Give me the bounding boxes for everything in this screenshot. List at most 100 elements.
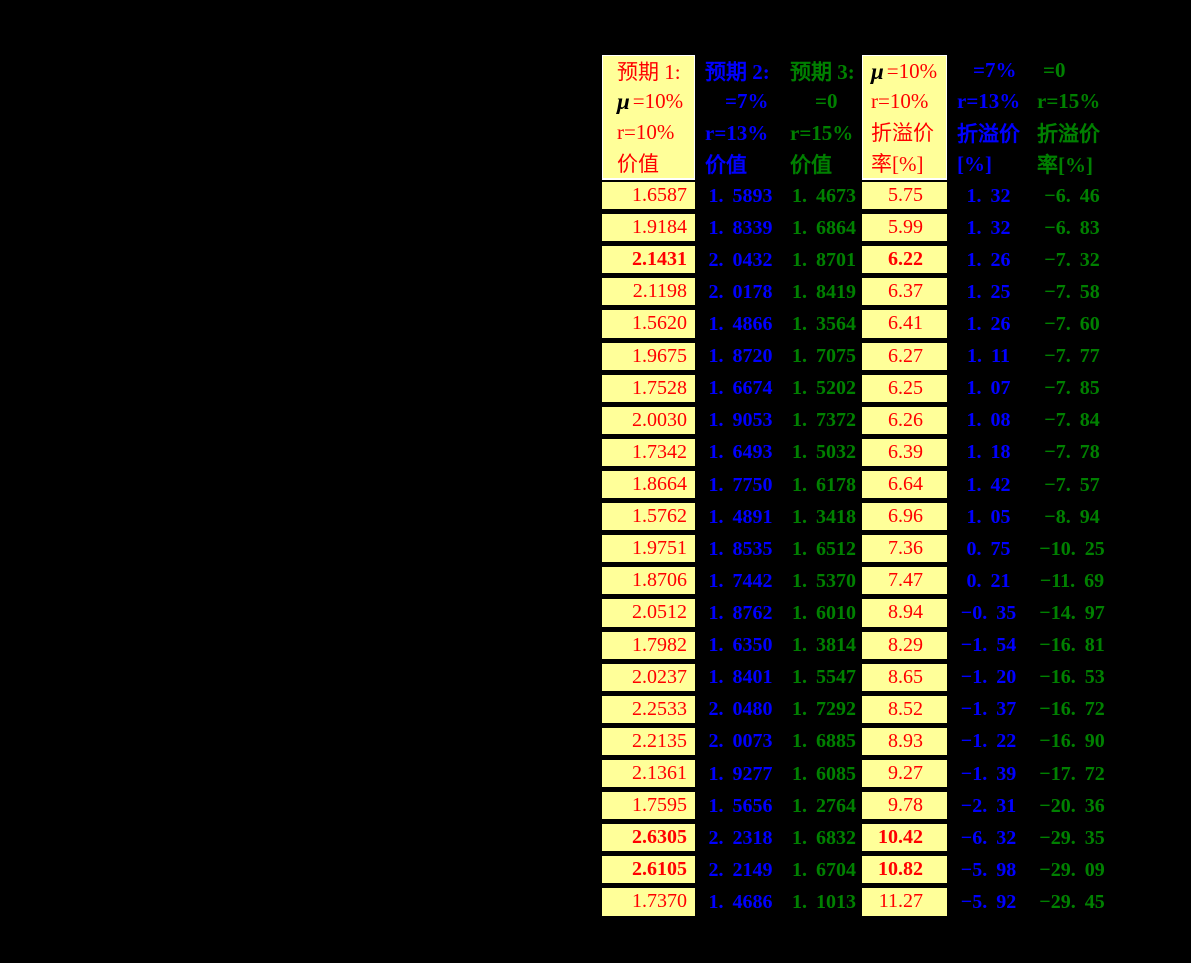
- cell-r3-expectation2-value: 2. 0432: [708, 248, 773, 271]
- cell-r2-expectation1-premium: 5.99: [862, 212, 947, 245]
- column-expectation2-premium: =7% r=13% 折溢价 [%] 1. 32 1. 32 1. 26 1. 25 1. 26 1…: [947, 55, 1030, 919]
- cell-r4-expectation3-premium: −7. 58: [1044, 280, 1100, 303]
- cell-r19-expectation2-value: 1. 9277: [708, 762, 773, 785]
- cell-r16-expectation1-value: 2.0237: [602, 661, 695, 694]
- cell-r4-expectation1-value: 2.1198: [602, 276, 695, 309]
- column-header-expectation3-value: 预期 3: =0 r=15% 价值: [786, 55, 862, 180]
- cell-r18-expectation3-value: 1. 6885: [791, 730, 856, 753]
- cell-r18-expectation2-value: 2. 0073: [708, 730, 773, 753]
- header-line: 预期 3:: [790, 59, 855, 84]
- cell-r3-expectation3-value: 1. 8701: [791, 248, 856, 271]
- header-line: 价值: [617, 151, 659, 176]
- mu-symbol: μ: [617, 89, 630, 115]
- cell-r8-expectation2-premium: 1. 08: [966, 409, 1011, 432]
- header-line: 折溢价: [871, 121, 934, 146]
- cell-r14-expectation1-value: 2.0512: [602, 597, 695, 630]
- cell-r8-expectation1-value: 2.0030: [602, 404, 695, 437]
- cell-r10-expectation2-premium: 1. 42: [966, 473, 1011, 496]
- cell-r20-expectation2-value: 1. 5656: [708, 794, 773, 817]
- header-line: r=13%: [705, 120, 769, 145]
- cell-r7-expectation3-premium: −7. 85: [1044, 377, 1100, 400]
- cell-r11-expectation3-premium: −8. 94: [1044, 505, 1100, 528]
- column-header-expectation1-premium: μ =10% r=10% 折溢价 率[%]: [862, 55, 947, 180]
- header-line: μ =10%: [617, 89, 684, 115]
- cell-r17-expectation2-premium: −1. 37: [960, 698, 1017, 721]
- header-line: r=10%: [871, 89, 929, 114]
- premium-discount-table: 预期 1: μ =10% r=10% 价值 1.6587 1.9184 2.1431 2.119…: [602, 55, 1114, 919]
- cell-r2-expectation3-premium: −6. 83: [1044, 216, 1100, 239]
- cell-r18-expectation3-premium: −16. 90: [1039, 730, 1105, 753]
- cell-r19-expectation1-value: 2.1361: [602, 757, 695, 791]
- cell-r5-expectation3-premium: −7. 60: [1044, 312, 1100, 335]
- cell-r9-expectation3-premium: −7. 78: [1044, 441, 1100, 464]
- cell-r8-expectation2-value: 1. 9053: [708, 409, 773, 432]
- cell-r15-expectation3-premium: −16. 81: [1039, 634, 1105, 657]
- column-expectation3-premium: =0 r=15% 折溢价 率[%] −6. 46 −6. 83 −7. 32 −7. 58 −7…: [1030, 55, 1114, 919]
- cell-r15-expectation1-premium: 8.29: [862, 629, 947, 662]
- cell-r21-expectation2-value: 2. 2318: [708, 826, 773, 849]
- header-line: r=15%: [790, 120, 854, 145]
- cell-r1-expectation3-value: 1. 4673: [791, 184, 856, 207]
- cell-r10-expectation2-value: 1. 7750: [708, 473, 773, 496]
- cell-r12-expectation2-value: 1. 8535: [708, 537, 773, 560]
- cell-r8-expectation3-value: 1. 7372: [791, 409, 856, 432]
- cell-r21-expectation3-premium: −29. 35: [1039, 826, 1105, 849]
- cell-r3-expectation2-premium: 1. 26: [966, 248, 1011, 271]
- column-header-expectation3-premium: =0 r=15% 折溢价 率[%]: [1030, 55, 1114, 180]
- cell-r5-expectation2-value: 1. 4866: [708, 312, 773, 335]
- cell-r23-expectation3-premium: −29. 45: [1039, 890, 1105, 913]
- cell-r7-expectation1-premium: 6.25: [862, 372, 947, 405]
- cell-r7-expectation2-value: 1. 6674: [708, 377, 773, 400]
- cell-r18-expectation1-premium: 8.93: [862, 725, 947, 758]
- cell-r21-expectation1-premium: 10.42: [862, 822, 947, 855]
- column-header-expectation1-value: 预期 1: μ =10% r=10% 价值: [602, 55, 695, 180]
- cell-r17-expectation3-value: 1. 7292: [791, 698, 856, 721]
- cell-r22-expectation1-value: 2.6105: [602, 854, 695, 887]
- cell-r6-expectation3-premium: −7. 77: [1044, 345, 1100, 368]
- cell-r2-expectation2-premium: 1. 32: [966, 216, 1011, 239]
- column-header-expectation2-premium: =7% r=13% 折溢价 [%]: [947, 55, 1030, 180]
- cell-r6-expectation3-value: 1. 7075: [791, 345, 856, 368]
- cell-r10-expectation3-premium: −7. 57: [1044, 473, 1100, 496]
- cell-r1-expectation2-value: 1. 5893: [708, 184, 773, 207]
- column-expectation1-value: 预期 1: μ =10% r=10% 价值 1.6587 1.9184 2.1431 2.119…: [602, 55, 695, 919]
- header-line: =7%: [973, 58, 1017, 83]
- cell-r14-expectation2-value: 1. 8762: [708, 601, 773, 624]
- cell-r16-expectation1-premium: 8.65: [862, 661, 947, 694]
- cell-r16-expectation3-premium: −16. 53: [1039, 666, 1105, 689]
- cell-r4-expectation2-value: 2. 0178: [708, 280, 773, 303]
- cell-r6-expectation1-premium: 6.27: [862, 340, 947, 373]
- cell-r1-expectation1-value: 1.6587: [602, 180, 695, 213]
- cell-r20-expectation3-premium: −20. 36: [1039, 794, 1105, 817]
- cell-r22-expectation2-value: 2. 2149: [708, 858, 773, 881]
- cell-r21-expectation3-value: 1. 6832: [791, 826, 856, 849]
- cell-r3-expectation1-value: 2.1431: [602, 244, 695, 277]
- cell-r3-expectation1-premium: 6.22: [862, 244, 947, 277]
- header-line: r=13%: [957, 89, 1021, 114]
- cell-r13-expectation2-premium: 0. 21: [966, 569, 1011, 592]
- cell-r13-expectation1-value: 1.8706: [602, 565, 695, 598]
- cell-r15-expectation1-value: 1.7982: [602, 629, 695, 662]
- cell-r13-expectation3-premium: −11. 69: [1039, 569, 1105, 592]
- cell-r13-expectation1-premium: 7.47: [862, 565, 947, 598]
- cell-r22-expectation1-premium: 10.82: [862, 854, 947, 887]
- header-line: =0: [1043, 58, 1066, 83]
- header-line: 折溢价: [957, 122, 1020, 147]
- cell-r21-expectation1-value: 2.6305: [602, 822, 695, 855]
- cell-r16-expectation2-value: 1. 8401: [708, 666, 773, 689]
- cell-r14-expectation2-premium: −0. 35: [960, 601, 1017, 624]
- cell-r17-expectation2-value: 2. 0480: [708, 698, 773, 721]
- cell-r6-expectation2-premium: 1. 11: [967, 345, 1010, 368]
- cell-r10-expectation1-premium: 6.64: [862, 468, 947, 502]
- cell-r23-expectation1-premium: 11.27: [862, 886, 947, 919]
- cell-r18-expectation2-premium: −1. 22: [960, 730, 1017, 753]
- header-line: 折溢价: [1037, 122, 1100, 147]
- column-header-expectation2-value: 预期 2: =7% r=13% 价值: [695, 55, 786, 180]
- cell-r12-expectation1-premium: 7.36: [862, 533, 947, 566]
- cell-r2-expectation2-value: 1. 8339: [708, 216, 773, 239]
- cell-r7-expectation2-premium: 1. 07: [966, 377, 1011, 400]
- column-expectation3-value: 预期 3: =0 r=15% 价值 1. 4673 1. 6864 1. 8701 1. 84…: [786, 55, 862, 919]
- cell-r9-expectation2-premium: 1. 18: [966, 441, 1011, 464]
- cell-r1-expectation3-premium: −6. 46: [1044, 184, 1100, 207]
- header-line: [%]: [957, 151, 992, 176]
